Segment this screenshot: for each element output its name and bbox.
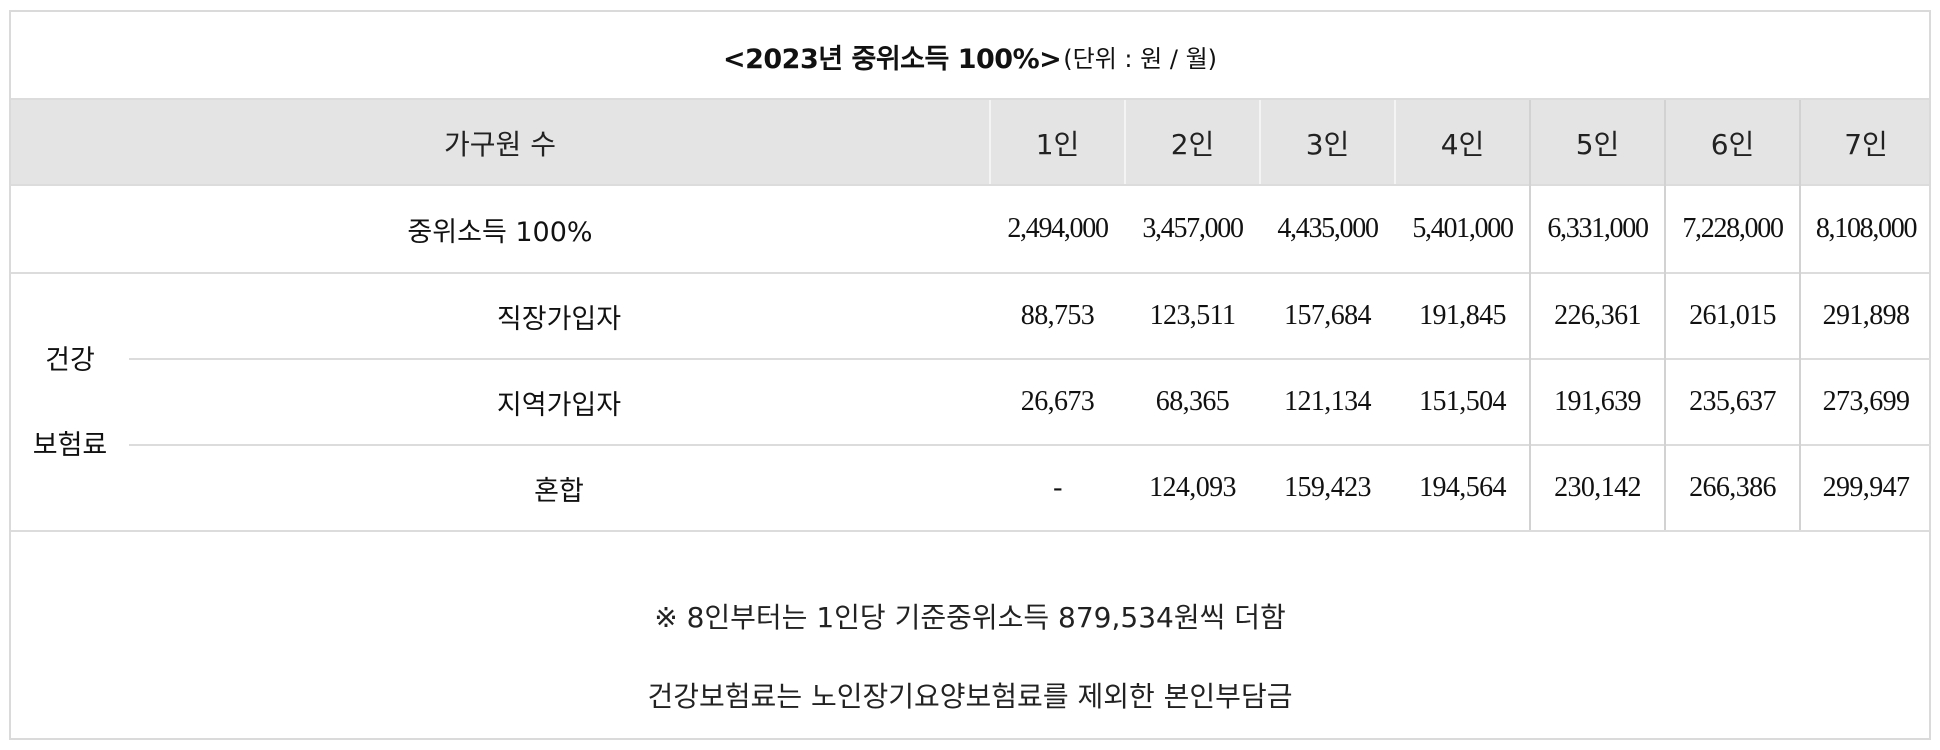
median-income-value: 4,435,000 <box>1277 213 1379 244</box>
employee-premium-value: 291,898 <box>1822 300 1910 331</box>
employee-premium-value: 88,753 <box>1020 300 1095 331</box>
insurance-group-label-line1: 건강 <box>45 344 95 376</box>
divider <box>1394 100 1396 184</box>
regional-premium-value: 273,699 <box>1822 386 1910 417</box>
mixed-premium-value: - <box>1053 472 1062 503</box>
median-income-value: 3,457,000 <box>1142 213 1244 244</box>
divider <box>1124 100 1126 184</box>
employee-premium-value: 157,684 <box>1284 300 1371 331</box>
table-title-unit: (단위 : 원 / 월) <box>1063 44 1218 73</box>
divider <box>1664 100 1666 530</box>
table-title: <2023년 중위소득 100%> (단위 : 원 / 월) <box>11 12 1929 100</box>
footnote-additional-members: ※ 8인부터는 1인당 기준중위소득 879,534원씩 더함 <box>654 601 1286 634</box>
mixed-premium-value: 230,142 <box>1554 472 1641 503</box>
median-income-value: 7,228,000 <box>1682 213 1784 244</box>
median-income-value: 5,401,000 <box>1412 213 1514 244</box>
regional-premium-value: 191,639 <box>1554 386 1641 417</box>
employee-premium-value: 191,845 <box>1419 300 1506 331</box>
insurance-group-label-line2: 보험료 <box>32 429 108 461</box>
divider <box>1259 100 1261 184</box>
divider <box>989 100 991 184</box>
mixed-premium-value: 194,564 <box>1419 472 1506 503</box>
mixed-premium-value: 159,423 <box>1284 472 1371 503</box>
table-title-main: <2023년 중위소득 100%> <box>722 43 1062 75</box>
header-col-2: 2인 <box>1170 128 1215 161</box>
divider <box>1529 100 1531 530</box>
mixed-premium-value: 266,386 <box>1689 472 1776 503</box>
divider <box>129 444 1931 446</box>
divider <box>129 358 1931 360</box>
divider <box>1799 100 1801 530</box>
header-row-background <box>11 100 1929 186</box>
regional-premium-value: 68,365 <box>1155 386 1230 417</box>
regional-premium-value: 121,134 <box>1284 386 1371 417</box>
divider <box>11 272 1929 274</box>
employee-premium-value: 123,511 <box>1149 300 1236 331</box>
employee-premium-value: 261,015 <box>1689 300 1776 331</box>
median-income-value: 6,331,000 <box>1547 213 1649 244</box>
regional-premium-value: 151,504 <box>1419 386 1506 417</box>
header-col-1: 1인 <box>1035 128 1080 161</box>
mixed-subscriber-label: 혼합 <box>534 475 584 507</box>
median-income-label: 중위소득 100% <box>407 216 593 248</box>
header-household-label: 가구원 수 <box>444 128 556 161</box>
mixed-premium-value: 299,947 <box>1822 472 1910 503</box>
header-col-3: 3인 <box>1305 128 1350 161</box>
divider <box>11 98 1929 100</box>
median-income-value: 2,494,000 <box>1007 213 1109 244</box>
header-col-4: 4인 <box>1440 128 1485 161</box>
header-col-6: 6인 <box>1710 128 1755 161</box>
employee-subscriber-label: 직장가입자 <box>496 303 622 335</box>
regional-premium-value: 235,637 <box>1689 386 1776 417</box>
mixed-premium-value: 124,093 <box>1149 472 1236 503</box>
regional-subscriber-label: 지역가입자 <box>496 389 622 421</box>
income-table-panel: <2023년 중위소득 100%> (단위 : 원 / 월) 가구원 수 1인 … <box>9 10 1931 740</box>
employee-premium-value: 226,361 <box>1554 300 1641 331</box>
header-col-7: 7인 <box>1844 128 1888 161</box>
median-income-value: 8,108,000 <box>1815 213 1918 244</box>
divider <box>11 184 1929 186</box>
regional-premium-value: 26,673 <box>1020 386 1095 417</box>
footnote-premium-note: 건강보험료는 노인장기요양보험료를 제외한 본인부담금 <box>647 680 1293 713</box>
divider <box>11 530 1929 532</box>
header-col-5: 5인 <box>1575 128 1620 161</box>
